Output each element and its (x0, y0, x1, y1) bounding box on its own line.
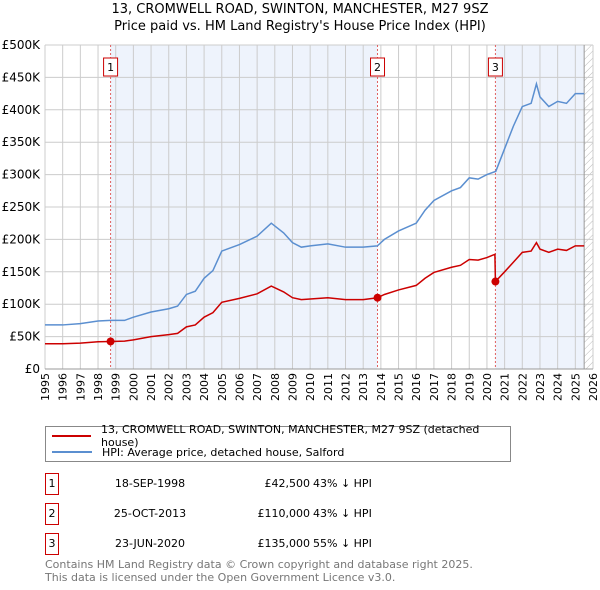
chart-subtitle: Price paid vs. HM Land Registry's House … (114, 19, 486, 34)
x-tick-label: 2016 (410, 373, 423, 401)
x-tick-label: 1997 (74, 373, 87, 401)
series-line (45, 81, 585, 326)
x-tick-label: 2026 (587, 373, 600, 401)
legend-item-property: 13, CROMWELL ROAD, SWINTON, MANCHESTER, … (52, 423, 510, 449)
x-tick-label: 2006 (233, 373, 246, 401)
x-tick-label: 2000 (127, 373, 140, 401)
sale-price: £135,000 (257, 537, 311, 550)
sale-marker-label: 3 (492, 61, 499, 74)
sale-hpi-diff: 43% ↓ HPI (313, 477, 372, 490)
y-tick-label: £150K (2, 265, 42, 279)
y-tick-label: £450K (2, 70, 42, 84)
x-tick-label: 2014 (375, 373, 388, 401)
y-tick-label: £350K (2, 135, 42, 149)
x-tick-label: 2018 (446, 373, 459, 401)
sale-marker-label: 1 (107, 61, 114, 74)
x-tick-label: 2020 (481, 373, 494, 401)
x-tick-label: 2024 (552, 373, 565, 401)
sale-date: 25-OCT-2013 (113, 507, 187, 520)
x-tick-label: 2021 (499, 373, 512, 401)
legend-label: 13, CROMWELL ROAD, SWINTON, MANCHESTER, … (101, 423, 480, 449)
x-tick-label: 2017 (428, 373, 441, 401)
legend: 13, CROMWELL ROAD, SWINTON, MANCHESTER, … (45, 423, 511, 462)
x-tick-label: 2004 (198, 373, 211, 401)
blue-line-swatch (52, 451, 92, 453)
y-tick-label: £500K (2, 38, 42, 52)
sale-point (373, 293, 382, 302)
series-line (45, 241, 585, 345)
x-tick-label: 2012 (340, 373, 353, 401)
x-tick-label: 2005 (216, 373, 229, 401)
y-tick-label: £100K (2, 297, 42, 311)
x-tick-label: 2002 (163, 373, 176, 401)
price-chart: 1995 1996 1997 1998 1999 2000 2001 2002 2003 2004… (2, 38, 600, 401)
x-tick-label: 2019 (463, 373, 476, 401)
y-tick-label: £0 (25, 362, 40, 376)
x-tick-label: 2015 (393, 373, 406, 401)
x-tick-label: 2001 (145, 373, 158, 401)
sale-point (106, 337, 115, 346)
y-tick-label: £50K (9, 330, 41, 344)
sale-marker-box (487, 57, 503, 77)
y-tick-label: £300K (2, 168, 42, 182)
sale-marker-label: 2 (374, 61, 381, 74)
sale-price: £42,500 (264, 477, 311, 490)
footer-copyright: Contains HM Land Registry data © Crown c… (45, 558, 473, 571)
y-tick-label: £200K (2, 232, 42, 246)
x-tick-label: 2009 (286, 373, 299, 401)
sale-date: 23-JUN-2020 (114, 537, 186, 550)
x-tick-label: 2023 (534, 373, 547, 401)
red-line-swatch (52, 435, 92, 437)
x-tick-label: 2007 (251, 373, 264, 401)
sale-row: 3 23-JUN-2020 £135,000 55% ↓ HPI (45, 533, 445, 555)
y-tick-label: £400K (2, 103, 42, 117)
x-tick-label: 2013 (357, 373, 370, 401)
sale-date: 18-SEP-1998 (114, 477, 186, 490)
x-tick-label: 2022 (516, 373, 529, 401)
sale-marker-box (370, 57, 386, 77)
legend-label: HPI: Average price, detached house, Salf… (102, 445, 345, 459)
x-tick-label: 1998 (92, 373, 105, 401)
sale-price: £110,000 (257, 507, 311, 520)
sale-row: 1 18-SEP-1998 £42,500 43% ↓ HPI (45, 473, 445, 495)
x-tick-label: 2025 (569, 373, 582, 401)
x-tick-label: 1995 (39, 373, 52, 401)
legend-item-hpi: HPI: Average price, detached house, Salf… (52, 444, 344, 460)
y-tick-label: £250K (2, 200, 42, 214)
x-tick-label: 2011 (322, 373, 335, 401)
x-tick-label: 2008 (269, 373, 282, 401)
sale-number-badge: 1 (45, 473, 59, 495)
chart-title: 13, CROMWELL ROAD, SWINTON, MANCHESTER, … (111, 2, 489, 17)
sale-number-badge: 2 (45, 503, 59, 525)
sale-point (491, 277, 500, 286)
sale-hpi-diff: 55% ↓ HPI (313, 537, 372, 550)
x-tick-label: 2003 (180, 373, 193, 401)
sale-number-badge: 3 (45, 533, 59, 555)
sale-hpi-diff: 43% ↓ HPI (313, 507, 372, 520)
sale-row: 2 25-OCT-2013 £110,000 43% ↓ HPI (45, 503, 445, 525)
footer-licence: This data is licensed under the Open Gov… (45, 571, 396, 584)
x-tick-label: 1996 (57, 373, 70, 401)
x-tick-label: 2010 (304, 373, 317, 401)
sale-marker-box (103, 57, 119, 77)
x-tick-label: 1999 (110, 373, 123, 401)
